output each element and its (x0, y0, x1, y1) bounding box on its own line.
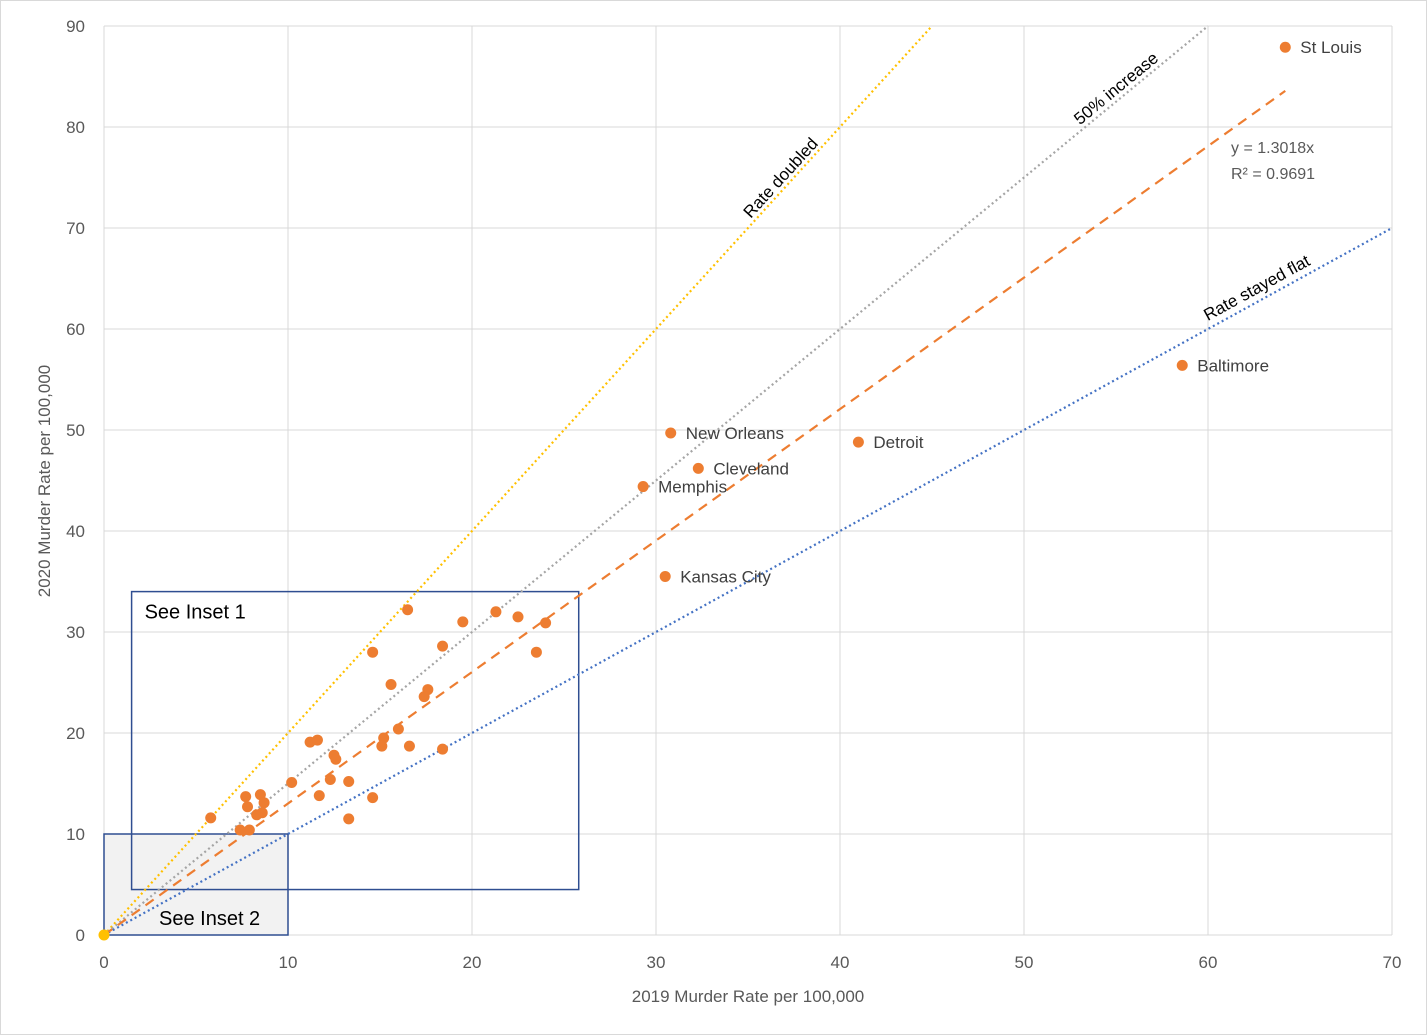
city-label: Memphis (658, 478, 727, 497)
data-point (1176, 359, 1188, 371)
data-point (343, 813, 355, 825)
y-tick-label: 50 (66, 421, 85, 440)
data-point (330, 753, 342, 765)
y-tick-label: 30 (66, 623, 85, 642)
data-point (659, 570, 671, 582)
data-point (258, 797, 270, 809)
city-label: Detroit (873, 433, 923, 452)
data-point (385, 679, 397, 691)
fifty-percent-line (103, 25, 1209, 936)
y-tick-label: 60 (66, 320, 85, 339)
data-point (367, 646, 379, 658)
data-point (490, 606, 502, 618)
y-tick-label: 20 (66, 724, 85, 743)
data-point (376, 740, 388, 752)
data-point (313, 790, 325, 802)
data-point (243, 824, 255, 836)
origin-point (98, 929, 110, 941)
data-point (286, 776, 298, 788)
data-point (403, 740, 415, 752)
x-tick-label: 60 (1199, 953, 1218, 972)
y-tick-label: 80 (66, 118, 85, 137)
data-point (512, 611, 524, 623)
data-point (437, 640, 449, 652)
data-point (367, 792, 379, 804)
ref-line-label-flat: Rate stayed flat (1201, 251, 1314, 325)
data-point (324, 773, 336, 785)
data-point (1279, 41, 1291, 53)
inset-2-label: See Inset 2 (159, 908, 260, 930)
data-point (205, 812, 217, 824)
data-point (692, 462, 704, 474)
x-tick-label: 50 (1015, 953, 1034, 972)
y-tick-label: 40 (66, 522, 85, 541)
data-point (437, 743, 449, 755)
city-label: Kansas City (680, 567, 771, 586)
trendline-r-squared: R² = 0.9691 (1231, 166, 1315, 183)
data-point (251, 809, 263, 821)
y-tick-label: 0 (76, 926, 85, 945)
data-point (665, 427, 677, 439)
x-tick-label: 10 (279, 953, 298, 972)
city-label: Cleveland (713, 459, 789, 478)
trendline (103, 89, 1286, 936)
x-axis-title: 2019 Murder Rate per 100,000 (632, 987, 865, 1006)
y-tick-label: 10 (66, 825, 85, 844)
x-tick-label: 20 (463, 953, 482, 972)
data-point (343, 775, 355, 787)
data-point (240, 791, 252, 803)
data-point (234, 824, 246, 836)
data-point (637, 481, 649, 493)
data-points (98, 41, 1291, 941)
data-point (242, 801, 254, 813)
ref-line-label-fifty: 50% increase (1070, 48, 1162, 128)
x-tick-label: 0 (99, 953, 108, 972)
inset-1-label: See Inset 1 (145, 602, 246, 624)
axis-ticks: 0 10 20 30 40 50 60 70 0 10 20 30 40 50 60 70 80 90 (66, 17, 1401, 972)
y-tick-label: 90 (66, 17, 85, 36)
x-tick-label: 70 (1383, 953, 1402, 972)
data-point (392, 723, 404, 735)
data-point (530, 646, 542, 658)
city-label: Baltimore (1197, 356, 1269, 375)
reference-lines: Rate doubled 50% increase Rate stayed flat (103, 25, 1393, 936)
city-label: New Orleans (686, 424, 784, 443)
x-tick-label: 40 (831, 953, 850, 972)
city-label: St Louis (1300, 38, 1361, 57)
data-point (402, 604, 414, 616)
y-tick-label: 70 (66, 219, 85, 238)
x-tick-label: 30 (647, 953, 666, 972)
y-axis-title: 2020 Murder Rate per 100,000 (35, 365, 54, 598)
data-point (418, 691, 430, 703)
gridlines (103, 25, 1393, 936)
data-point (540, 617, 552, 629)
ref-line-label-doubled: Rate doubled (740, 134, 822, 222)
data-point (852, 436, 864, 448)
trendline-equation: y = 1.3018x (1231, 140, 1314, 157)
rate-doubled-line (103, 25, 933, 936)
inset-1-box (130, 590, 580, 891)
data-point (311, 734, 323, 746)
point-labels: St Louis Baltimore New Orleans Detroit Cleve… (658, 38, 1362, 586)
data-point (457, 616, 469, 628)
